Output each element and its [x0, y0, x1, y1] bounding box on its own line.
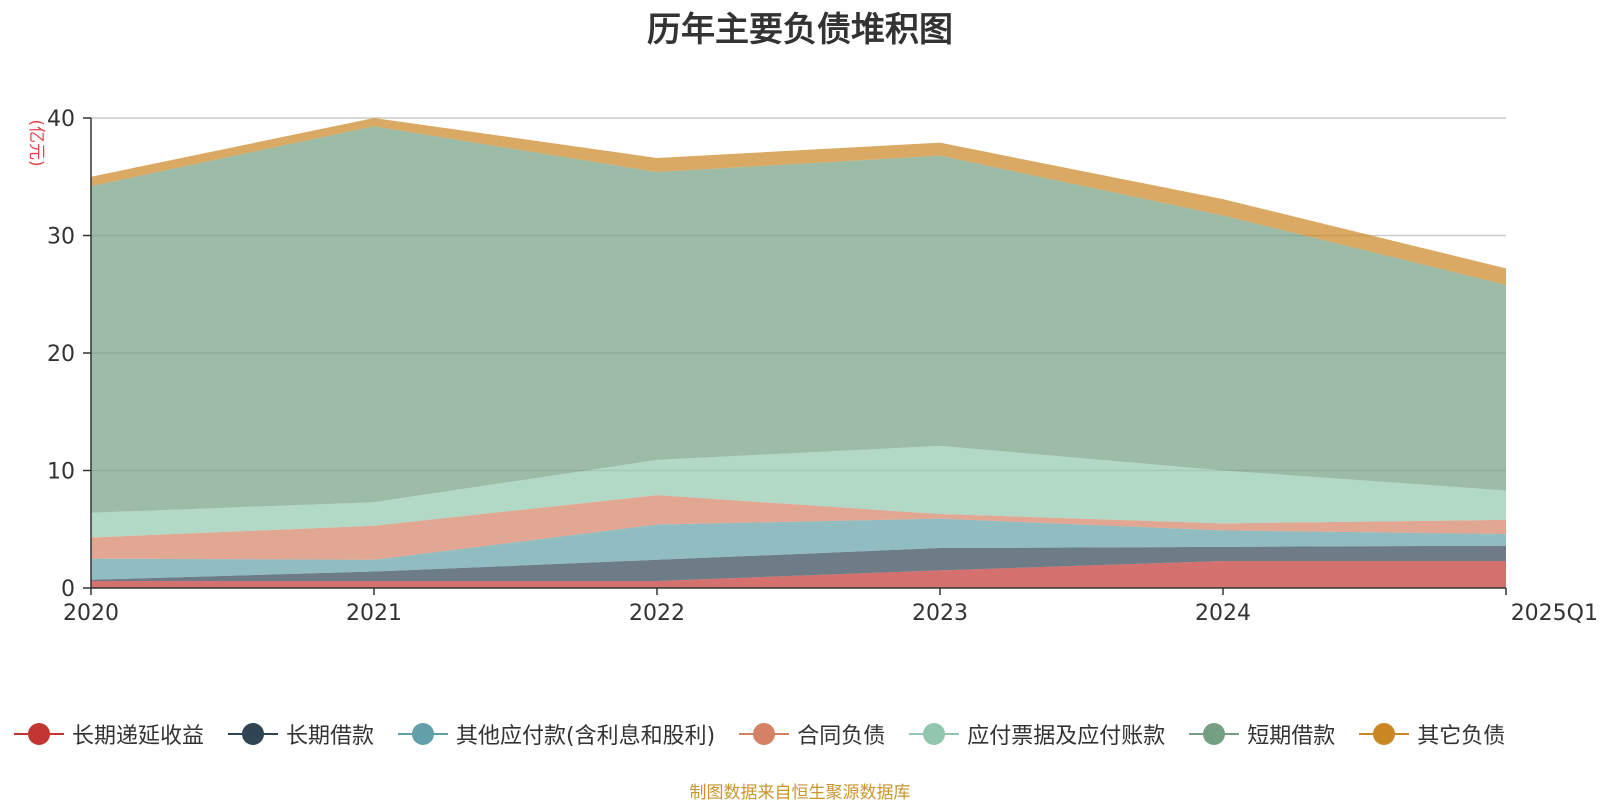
legend-label: 其它负债: [1417, 724, 1506, 749]
y-axis-label: (亿元): [26, 119, 46, 166]
legend-marker-icon: [398, 722, 449, 746]
legend-marker-icon: [1189, 722, 1240, 746]
legend-item[interactable]: 合同负债: [739, 718, 885, 750]
x-tick-label: 2020: [63, 601, 119, 626]
x-tick-label: 2021: [346, 601, 402, 626]
legend-label: 长期递延收益: [72, 724, 205, 749]
legend-dot: [242, 723, 265, 745]
legend-dot: [412, 723, 435, 745]
y-tick-label: 30: [47, 225, 75, 250]
area-series-7: [91, 118, 1506, 285]
area-series-4: [91, 495, 1506, 560]
legend-marker-icon: [14, 722, 64, 746]
area-series-5: [91, 445, 1506, 538]
legend-dot: [923, 723, 946, 745]
legend-item[interactable]: 短期借款: [1189, 718, 1335, 750]
chart-legend: 长期递延收益 长期借款 其他应付款(含利息和股利) 合同负债 应付票据及应付账款 短期借款…: [14, 718, 1505, 750]
legend-dot: [28, 723, 50, 745]
area-series: [91, 118, 1506, 588]
legend-marker-icon: [739, 722, 790, 746]
area-series-1: [91, 560, 1506, 588]
legend-marker-icon: [1359, 722, 1410, 746]
y-tick-label: 20: [47, 342, 75, 367]
legend-item[interactable]: 长期递延收益: [14, 718, 204, 750]
area-series-3: [91, 518, 1506, 580]
legend-dot: [1203, 723, 1226, 745]
x-tick-label: 2022: [629, 601, 685, 626]
legend-item[interactable]: 其他应付款(含利息和股利): [398, 718, 715, 750]
legend-label: 长期借款: [286, 724, 375, 749]
legend-item[interactable]: 长期借款: [228, 718, 374, 750]
source-note: 制图数据来自恒生聚源数据库: [689, 783, 911, 803]
legend-dot: [1373, 723, 1396, 745]
y-tick-label: 0: [61, 577, 75, 602]
legend-item[interactable]: 应付票据及应付账款: [909, 718, 1165, 750]
area-series-6: [91, 126, 1506, 513]
legend-label: 合同负债: [797, 724, 886, 749]
legend-label: 应付票据及应付账款: [967, 724, 1166, 749]
legend-label: 短期借款: [1247, 724, 1336, 749]
x-tick-label: 2025Q1: [1511, 601, 1598, 626]
axes: 0 10 20 30 40 2020 2021 2022 2023 2024 2025Q1: [47, 107, 1598, 626]
legend-marker-icon: [909, 722, 960, 746]
legend-marker-icon: [228, 722, 279, 746]
y-tick-label: 10: [47, 460, 75, 485]
x-tick-label: 2023: [912, 601, 968, 626]
chart-title: 历年主要负债堆积图: [647, 10, 953, 50]
area-series-2: [91, 545, 1506, 581]
y-tick-label: 40: [47, 107, 75, 132]
legend-item[interactable]: 其它负债: [1359, 718, 1505, 750]
legend-label: 其他应付款(含利息和股利): [456, 724, 716, 749]
legend-dot: [753, 723, 776, 745]
x-tick-label: 2024: [1195, 601, 1251, 626]
